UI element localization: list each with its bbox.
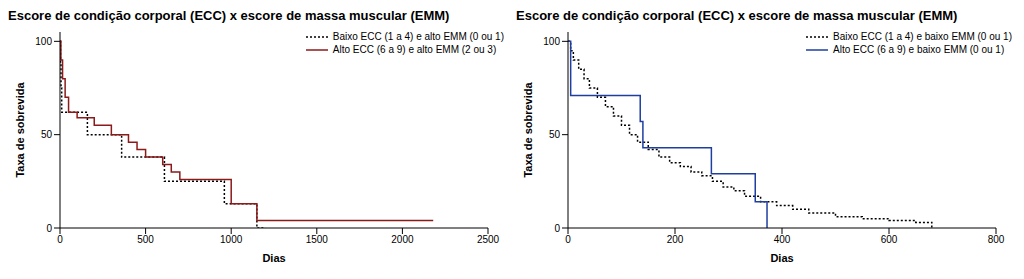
svg-text:0: 0 (46, 223, 52, 234)
svg-text:0: 0 (57, 234, 63, 245)
svg-text:500: 500 (137, 234, 154, 245)
svg-text:400: 400 (774, 234, 791, 245)
html-text:Alto ECC (6 a 9) e alto EMM (2: Alto ECC (6 a 9) e alto EMM (2 ou 3) (332, 44, 497, 55)
svg-text:Taxa de sobrevida: Taxa de sobrevida (522, 82, 534, 178)
svg-text:Dias: Dias (262, 252, 285, 264)
svg-text:50: 50 (549, 129, 561, 140)
svg-text:2000: 2000 (391, 234, 414, 245)
svg-text:1000: 1000 (220, 234, 243, 245)
html-text:Escore de condição corporal (E: Escore de condição corporal (ECC) x esco… (516, 8, 958, 23)
svg-text:0: 0 (565, 234, 571, 245)
svg-text:2500: 2500 (477, 234, 500, 245)
html-text:Baixo ECC (1 a 4) e alto EMM (: Baixo ECC (1 a 4) e alto EMM (0 ou 1) (332, 31, 504, 42)
html-text:Escore de condição corporal (E: Escore de condição corporal (ECC) x esco… (8, 8, 450, 23)
svg-text:Dias: Dias (770, 252, 793, 264)
html-text:Baixo ECC (1 a 4) e baixo EMM: Baixo ECC (1 a 4) e baixo EMM (0 ou 1) (833, 31, 1012, 42)
svg-text:Taxa de sobrevida: Taxa de sobrevida (14, 82, 26, 178)
svg-text:200: 200 (667, 234, 684, 245)
svg-text:600: 600 (881, 234, 898, 245)
html-text:Alto ECC (6 a 9) e baixo EMM (: Alto ECC (6 a 9) e baixo EMM (0 ou 1) (833, 44, 1005, 55)
svg-text:100: 100 (543, 36, 560, 47)
svg-text:800: 800 (988, 234, 1005, 245)
svg-text:100: 100 (35, 36, 52, 47)
svg-text:0: 0 (554, 223, 560, 234)
svg-text:1500: 1500 (306, 234, 329, 245)
svg-text:50: 50 (41, 129, 53, 140)
